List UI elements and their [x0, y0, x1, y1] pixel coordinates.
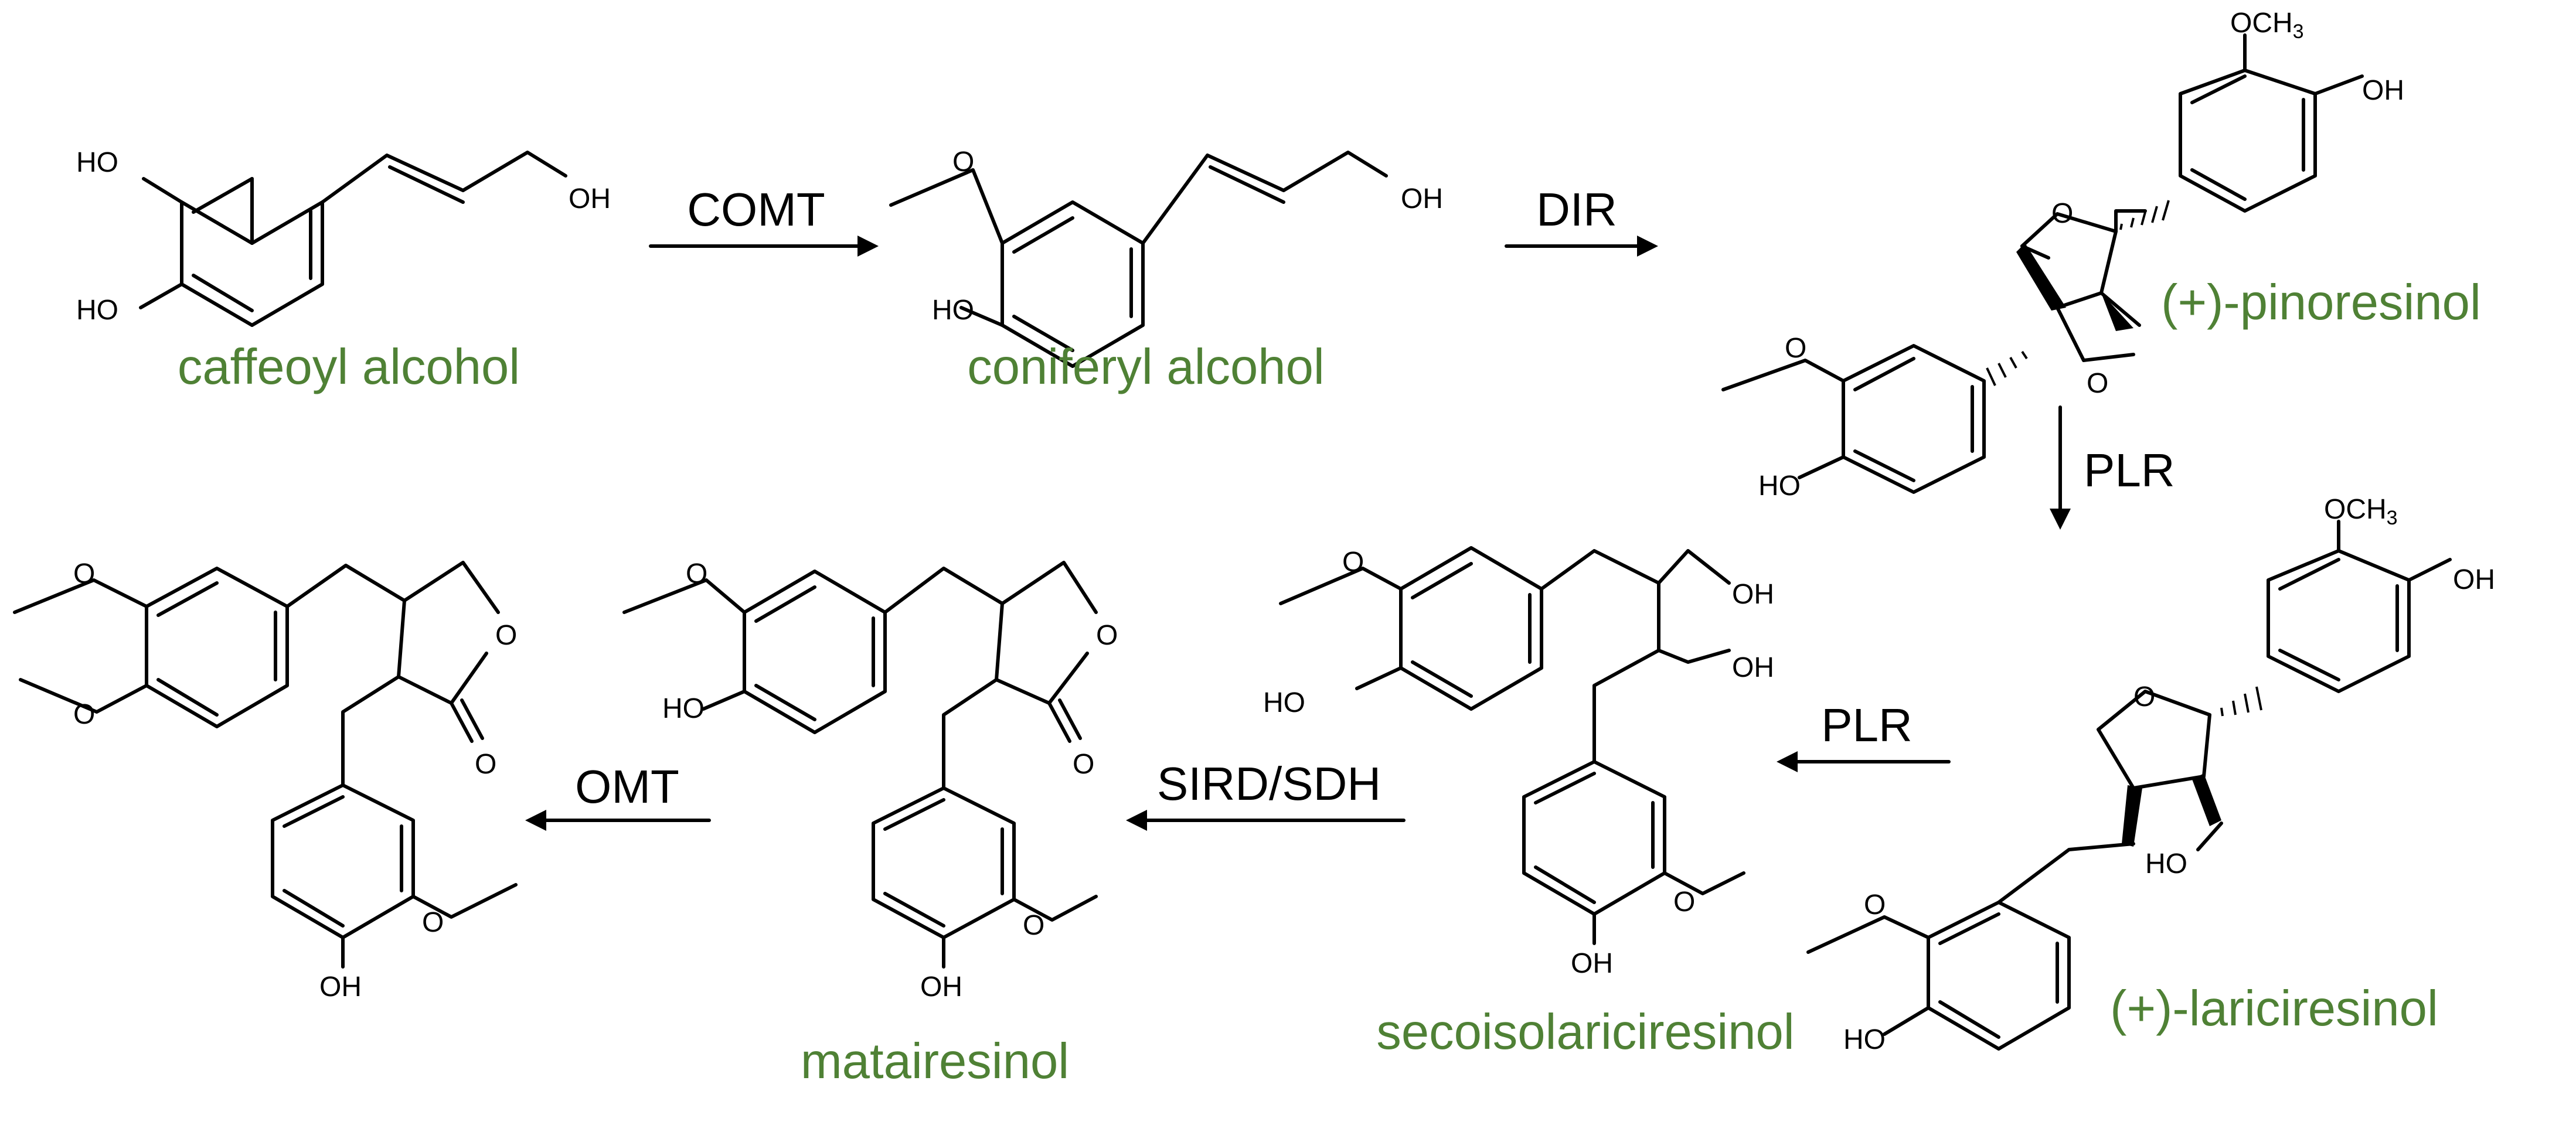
ho-label: HO — [2145, 848, 2187, 879]
compound-label-lariciresinol: (+)-lariciresinol — [2110, 981, 2438, 1037]
o-label: O — [2051, 198, 2073, 229]
reaction-arrow-sird-sdh: SIRD/SDH — [1126, 758, 1406, 831]
o-label: O — [73, 699, 95, 730]
ho-label: HO — [76, 147, 118, 178]
enzyme-label-comt: COMT — [687, 183, 825, 236]
o-label: O — [1342, 547, 1364, 578]
oh-label: OH — [1571, 948, 1613, 979]
ho-label: HO — [1758, 471, 1801, 502]
enzyme-label-dir: DIR — [1536, 183, 1617, 236]
hashed-bond — [1986, 200, 2170, 386]
oh-label: OH — [319, 971, 362, 1003]
compound-label-coniferyl-alcohol: coniferyl alcohol — [967, 339, 1325, 395]
caffeoyl-alcohol-structure: HO HO OH — [76, 147, 611, 327]
och3-label: OCH3 — [2324, 494, 2398, 529]
oh-label: OH — [1732, 652, 1774, 683]
oh-label: OH — [1732, 579, 1774, 610]
o-label: O — [2087, 368, 2108, 399]
oh-label: OH — [569, 183, 611, 214]
oh-label: OH — [2362, 75, 2404, 106]
o-label: O — [686, 558, 707, 589]
ho-label: HO — [662, 693, 705, 724]
enzyme-label-sird-sdh: SIRD/SDH — [1157, 758, 1381, 810]
dimethylated-lignan-structure: O O O O O OH — [13, 558, 518, 1003]
ho-label: HO — [76, 295, 118, 326]
ho-label: HO — [1263, 687, 1305, 718]
pinoresinol-structure: OCH3 OH O O O HO — [1721, 8, 2404, 502]
oh-label: OH — [1401, 183, 1443, 214]
oh-label: OH — [2453, 564, 2495, 595]
lariciresinol-structure: OCH3 OH O HO O HO — [1806, 494, 2495, 1055]
ho-label: HO — [1843, 1024, 1886, 1055]
matairesinol-structure: O HO O O O OH — [622, 558, 1118, 1003]
o-label: O — [2133, 681, 2155, 712]
coniferyl-alcohol-structure: O HO OH — [889, 146, 1443, 368]
compound-label-secoisolariciresinol: secoisolariciresinol — [1376, 1004, 1794, 1060]
compound-label-pinoresinol: (+)-pinoresinol — [2161, 275, 2481, 330]
o-label: O — [422, 907, 444, 938]
reaction-arrow-plr-down: PLR — [2050, 405, 2175, 530]
och3-label: OCH3 — [2230, 8, 2304, 43]
o-label: O — [1023, 910, 1044, 941]
ho-label: HO — [932, 295, 974, 326]
compound-label-matairesinol: matairesinol — [801, 1034, 1069, 1089]
o-label: O — [1073, 749, 1094, 780]
o-label: O — [1096, 620, 1118, 651]
enzyme-label-plr: PLR — [1821, 699, 1913, 751]
reaction-arrow-plr-left: PLR — [1777, 699, 1951, 772]
o-label: O — [1864, 889, 1886, 921]
reaction-arrow-comt: COMT — [649, 183, 879, 257]
o-label: O — [952, 146, 974, 178]
enzyme-label-omt: OMT — [575, 761, 679, 813]
reaction-arrow-omt: OMT — [525, 761, 711, 831]
enzyme-label-plr: PLR — [2084, 444, 2175, 496]
oh-label: OH — [920, 971, 962, 1003]
secoisolariciresinol-structure: O HO OH OH O OH — [1263, 546, 1774, 979]
reaction-arrow-dir: DIR — [1505, 183, 1658, 257]
o-label: O — [1785, 333, 1806, 364]
o-label: O — [1673, 887, 1695, 918]
o-label: O — [495, 620, 517, 651]
o-label: O — [475, 749, 496, 780]
o-label: O — [73, 558, 95, 589]
hashed-bond — [2220, 686, 2262, 717]
compound-label-caffeoyl-alcohol: caffeoyl alcohol — [178, 339, 520, 395]
